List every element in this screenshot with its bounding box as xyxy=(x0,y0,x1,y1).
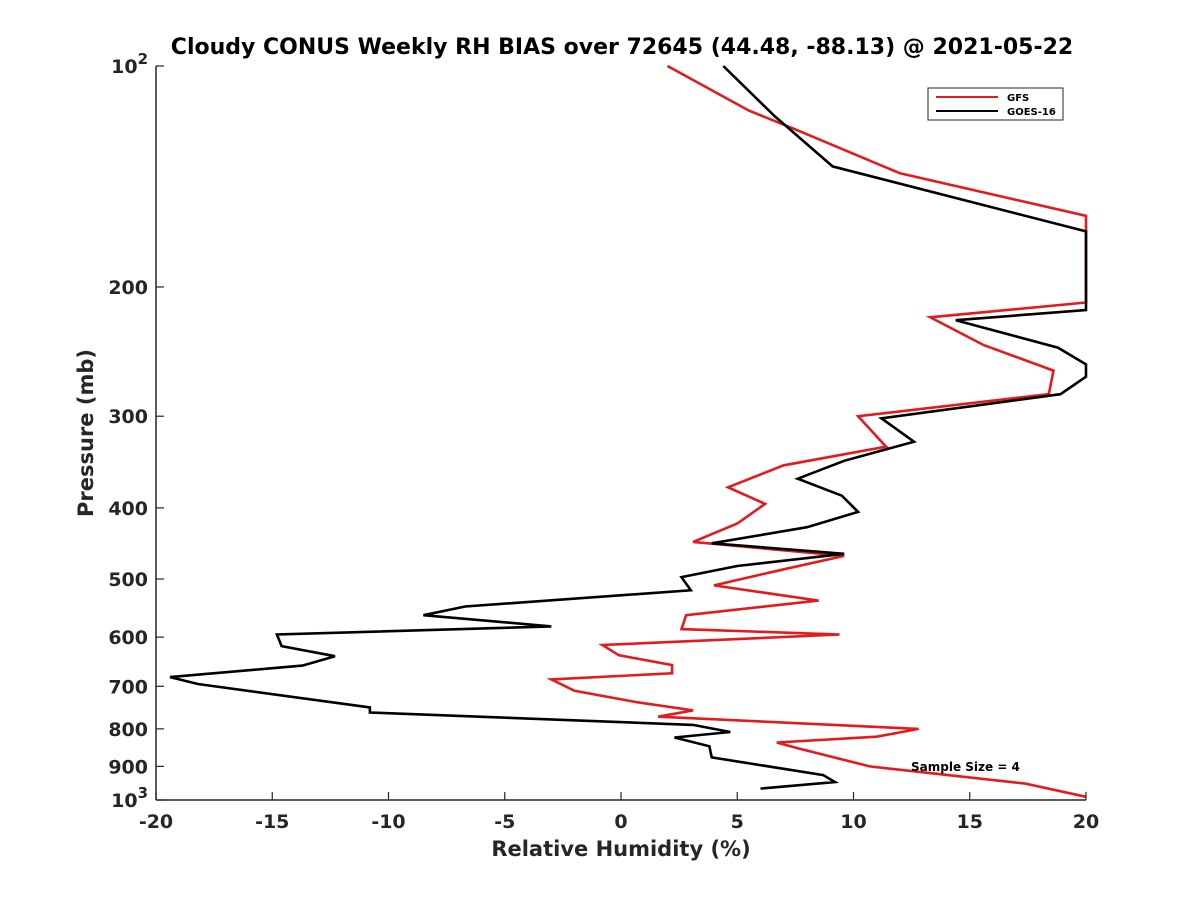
y-axis-label: Pressure (mb) xyxy=(74,349,98,517)
series-line-gfs xyxy=(546,64,1088,799)
legend-box xyxy=(927,87,1064,121)
y-tick-base: 10 xyxy=(111,790,137,812)
plot-frame xyxy=(156,66,1086,800)
legend-label-gfs: GFS xyxy=(1007,93,1029,104)
x-ticks: -20 -15 -10 -5 0 5 10 15 20 xyxy=(139,792,1099,833)
y-tick-base: 900 xyxy=(108,756,148,778)
x-tick-label: 10 xyxy=(840,811,866,833)
y-tick-base: 10 xyxy=(111,56,137,78)
y-tick-exponent: 3 xyxy=(138,784,148,802)
y-tick-label: 400 xyxy=(108,498,148,520)
y-tick-label: 500 xyxy=(108,569,148,591)
x-tick-label: 5 xyxy=(731,811,744,833)
y-tick-label: 700 xyxy=(108,676,148,698)
y-tick-label: 200 xyxy=(108,277,148,299)
y-tick-label: 103 xyxy=(111,784,148,812)
y-tick-label: 600 xyxy=(108,627,148,649)
sample-size-annotation: Sample Size = 4 xyxy=(911,760,1020,774)
x-tick-label: -20 xyxy=(139,811,173,833)
x-axis-label: Relative Humidity (%) xyxy=(491,837,750,861)
x-tick-label: 20 xyxy=(1073,811,1099,833)
series-layer xyxy=(169,64,1088,799)
x-tick-label: 15 xyxy=(957,811,983,833)
series-line-goes-16 xyxy=(169,65,1088,790)
chart-title: Cloudy CONUS Weekly RH BIAS over 72645 (… xyxy=(171,35,1073,60)
y-tick-base: 600 xyxy=(108,627,148,649)
y-tick-base: 200 xyxy=(108,277,148,299)
y-tick-base: 500 xyxy=(108,569,148,591)
x-tick-label: -15 xyxy=(255,811,289,833)
legend: GFS GOES-16 xyxy=(927,87,1064,121)
y-tick-exponent: 2 xyxy=(138,50,148,68)
x-tick-label: -5 xyxy=(494,811,515,833)
y-tick-base: 800 xyxy=(108,719,148,741)
y-tick-label: 900 xyxy=(108,756,148,778)
y-tick-base: 400 xyxy=(108,498,148,520)
y-tick-label: 102 xyxy=(111,50,148,78)
y-tick-base: 300 xyxy=(108,406,148,428)
y-tick-label: 300 xyxy=(108,406,148,428)
y-tick-label: 800 xyxy=(108,719,148,741)
plot-area: -20 -15 -10 -5 0 5 10 15 20 10220030040050060070… xyxy=(108,50,1099,833)
legend-label-goes16: GOES-16 xyxy=(1007,107,1056,118)
y-tick-base: 700 xyxy=(108,676,148,698)
x-tick-label: 0 xyxy=(614,811,627,833)
x-tick-label: -10 xyxy=(371,811,405,833)
